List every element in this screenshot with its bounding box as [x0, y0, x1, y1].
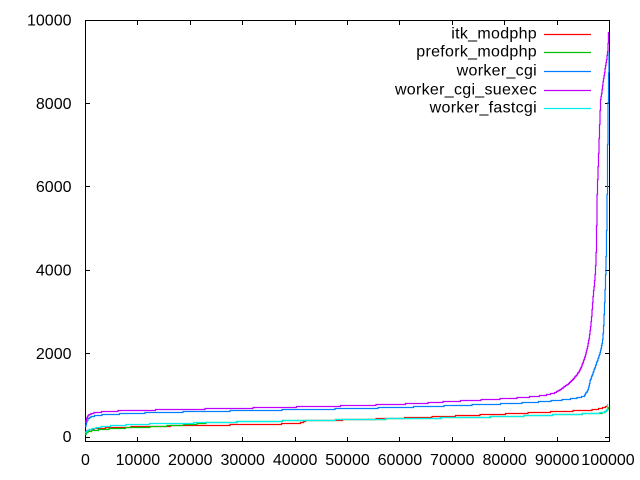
- svg-text:8000: 8000: [36, 96, 72, 113]
- svg-text:worker_cgi: worker_cgi: [456, 62, 537, 79]
- svg-text:20000: 20000: [168, 452, 213, 469]
- svg-text:50000: 50000: [325, 452, 370, 469]
- svg-text:itk_modphp: itk_modphp: [451, 25, 537, 42]
- svg-text:60000: 60000: [378, 452, 423, 469]
- svg-text:0: 0: [81, 452, 90, 469]
- svg-text:80000: 80000: [482, 452, 527, 469]
- svg-text:10000: 10000: [27, 12, 72, 29]
- svg-text:10000: 10000: [116, 452, 161, 469]
- svg-text:4000: 4000: [36, 263, 72, 280]
- svg-text:90000: 90000: [535, 452, 580, 469]
- svg-text:prefork_modphp: prefork_modphp: [416, 43, 537, 60]
- svg-text:100000: 100000: [581, 452, 634, 469]
- svg-text:70000: 70000: [430, 452, 475, 469]
- svg-text:2000: 2000: [36, 346, 72, 363]
- svg-text:0: 0: [63, 429, 72, 446]
- svg-text:worker_cgi_suexec: worker_cgi_suexec: [394, 81, 537, 98]
- svg-text:6000: 6000: [36, 179, 72, 196]
- svg-text:worker_fastcgi: worker_fastcgi: [429, 99, 537, 116]
- svg-text:30000: 30000: [220, 452, 265, 469]
- svg-text:40000: 40000: [273, 452, 318, 469]
